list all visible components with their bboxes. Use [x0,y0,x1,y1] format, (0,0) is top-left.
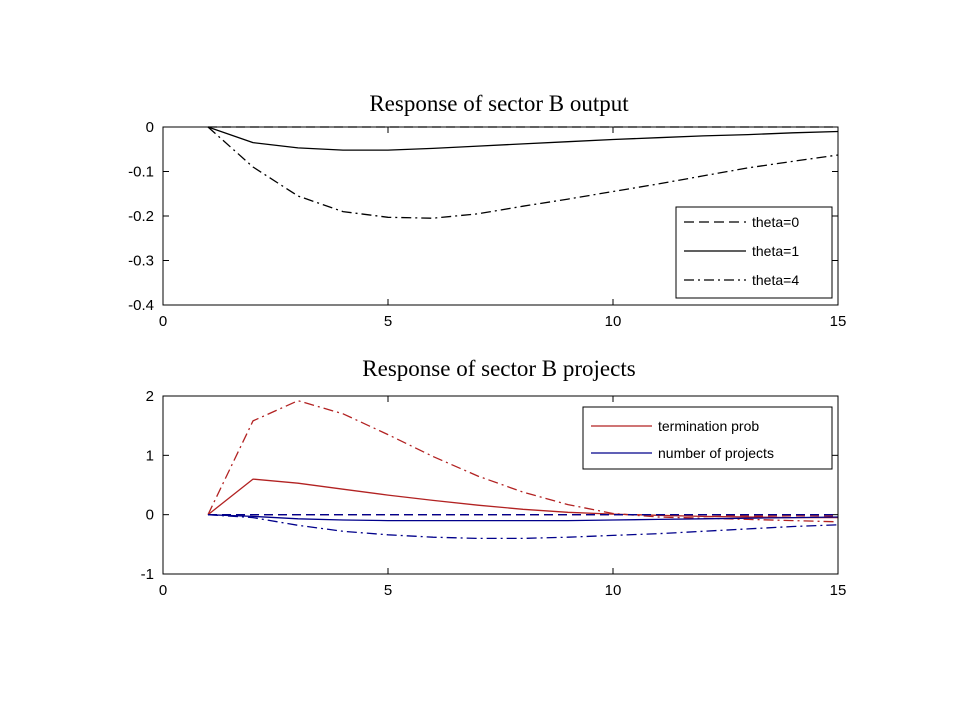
y-tick-label: 2 [146,388,154,405]
x-tick-label: 10 [605,313,622,330]
x-tick-label: 15 [830,313,847,330]
plot-frame [162,126,839,306]
x-tick-labels: 0 5 10 15 [159,582,847,599]
y-tick-label: 1 [146,447,154,464]
x-tick-label: 5 [384,313,392,330]
y-tick-label: 0 [146,507,154,524]
x-tick-label: 0 [159,582,167,599]
series-line-dashdot-5 [207,514,839,540]
y-tick-label: -1 [141,566,154,583]
y-tick-label: -0.1 [128,164,154,181]
chart-title: Response of sector B projects [362,356,635,381]
x-tick-label: 10 [605,582,622,599]
legend-label: number of projects [658,445,774,461]
chart-sector-b-output: Response of sector B output 0 5 10 15 0 -0.1… [128,91,846,330]
plot-frame [162,395,839,575]
chart-sector-b-projects: Response of sector B projects 0 5 10 15 210… [141,356,847,599]
y-tick-labels: 0 -0.1 -0.2 -0.3 -0.4 [128,119,154,314]
series-line-solid-4 [207,514,839,522]
legend-label: theta=1 [752,243,799,259]
y-tick-label: -0.3 [128,253,154,270]
legend: termination prob number of projects [582,406,833,470]
y-tick-label: 0 [146,119,154,136]
y-tick-label: -0.4 [128,297,154,314]
series-line-theta-1 [207,126,839,151]
x-tick-label: 15 [830,582,847,599]
chart-title: Response of sector B output [369,91,629,116]
x-tick-labels: 0 5 10 15 [159,313,847,330]
legend-label: theta=0 [752,214,799,230]
legend-box [582,406,833,470]
y-tick-labels: 2 1 0 -1 [141,388,154,583]
x-tick-label: 5 [384,582,392,599]
series-line-solid-1 [207,478,838,519]
series-line-theta-4 [207,126,839,219]
legend: theta=0 theta=1 theta=4 [675,206,833,299]
series-layer [207,400,839,540]
legend-label: theta=4 [752,272,799,288]
legend-label: termination prob [658,418,759,434]
x-tick-label: 0 [159,313,167,330]
y-tick-label: -0.2 [128,208,154,225]
